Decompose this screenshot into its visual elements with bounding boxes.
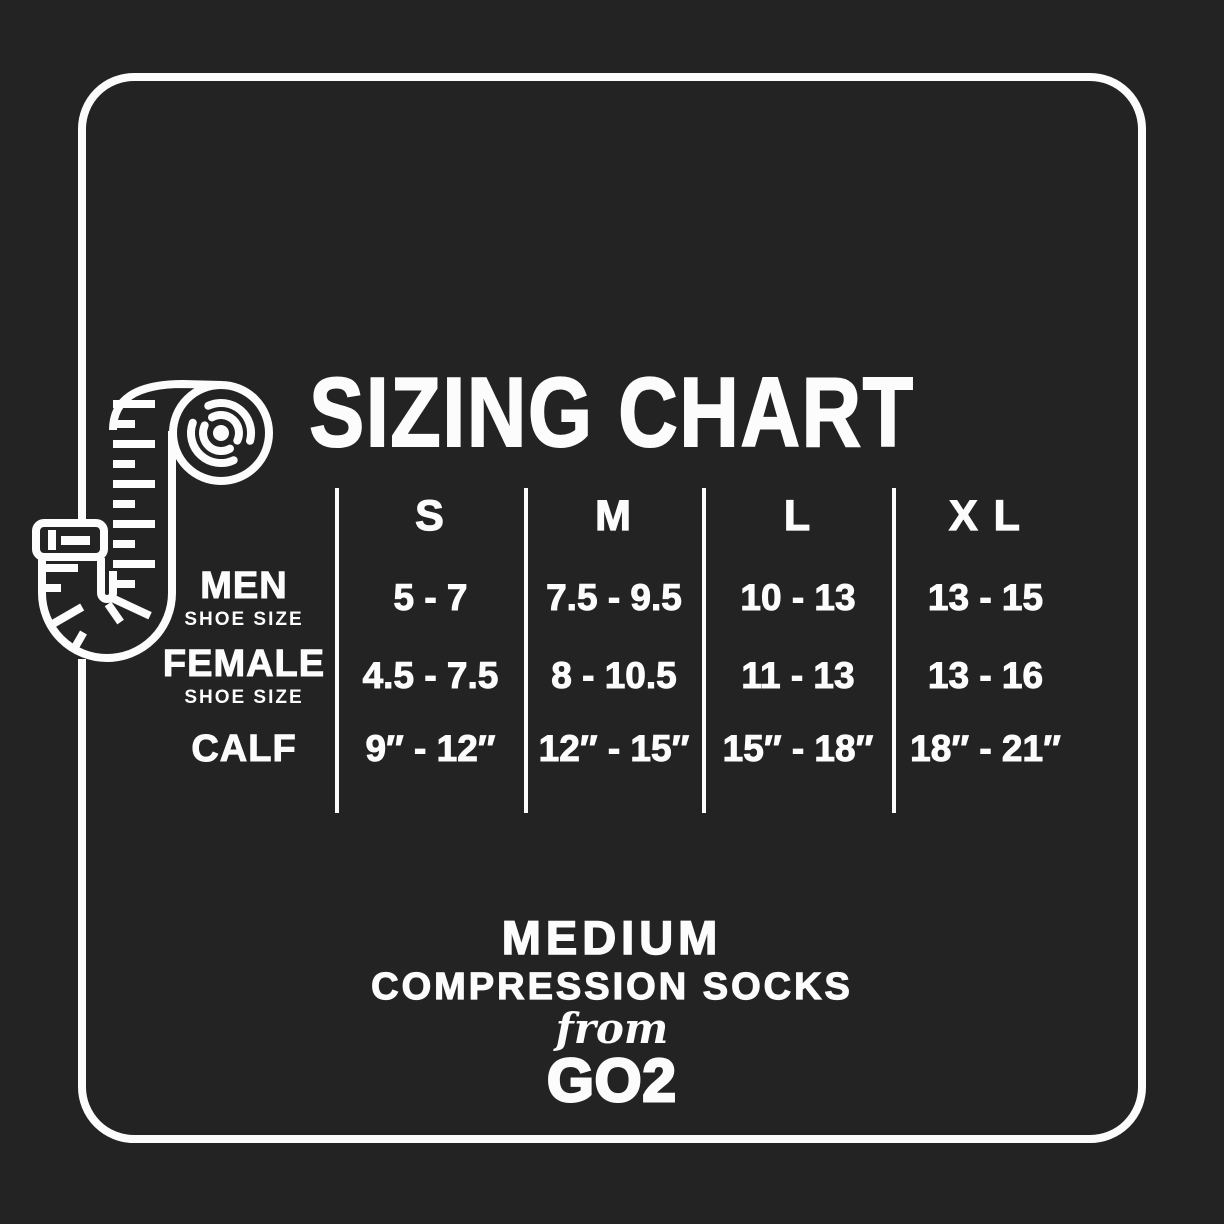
row-label-text: MEN (200, 565, 288, 607)
column-divider (335, 488, 339, 813)
cell-men-m: 7.5 - 9.5 (546, 577, 683, 619)
tape-ruler-ticks (42, 400, 155, 651)
row-label-text: CALF (191, 728, 297, 770)
size-header-s: S (415, 491, 446, 540)
row-sublabel-text: SHOE SIZE (184, 687, 304, 708)
row-sublabel-text: SHOE SIZE (184, 609, 304, 630)
cell-men-s: 5 - 7 (393, 577, 468, 619)
column-divider (702, 488, 706, 813)
cell-calf-m: 12″ - 15″ (538, 728, 690, 770)
row-label-text: FEMALE (162, 643, 326, 685)
cell-female-l: 11 - 13 (741, 655, 855, 697)
row-label-female: FEMALE SHOE SIZE (152, 643, 336, 708)
table-row-female: FEMALE SHOE SIZE 4.5 - 7.5 8 - 10.5 11 -… (152, 640, 1078, 712)
compression-level-label: MEDIUM (501, 910, 723, 965)
column-divider (892, 488, 896, 813)
column-divider (524, 488, 528, 813)
cell-female-xl: 13 - 16 (927, 655, 1044, 697)
product-line-label: COMPRESSION SOCKS (371, 965, 853, 1008)
size-header-l: L (783, 491, 813, 540)
page-title: SIZING CHART (308, 356, 915, 468)
row-label-men: MEN SHOE SIZE (152, 565, 336, 630)
cell-female-s: 4.5 - 7.5 (362, 655, 499, 697)
size-header-m: M (594, 491, 633, 540)
cell-calf-s: 9″ - 12″ (365, 728, 496, 770)
cell-calf-l: 15″ - 18″ (722, 728, 874, 770)
table-row-men: MEN SHOE SIZE 5 - 7 7.5 - 9.5 10 - 13 13… (152, 562, 1078, 634)
size-header-row: S M L X L (152, 489, 1078, 543)
size-header-xl: X L (948, 491, 1022, 540)
cell-men-l: 10 - 13 (740, 577, 856, 619)
cell-men-xl: 13 - 15 (927, 577, 1044, 619)
row-label-calf: CALF (152, 728, 336, 770)
cell-female-m: 8 - 10.5 (551, 655, 677, 697)
measuring-tape-icon (32, 379, 273, 662)
from-script-label: from (555, 1004, 669, 1053)
cell-calf-xl: 18″ - 21″ (910, 728, 1062, 770)
table-row-calf: CALF 9″ - 12″ 12″ - 15″ 15″ - 18″ 18″ - … (152, 720, 1078, 778)
brand-logo-go2: GO2 (546, 1046, 678, 1116)
tape-roll-spiral (187, 398, 256, 468)
